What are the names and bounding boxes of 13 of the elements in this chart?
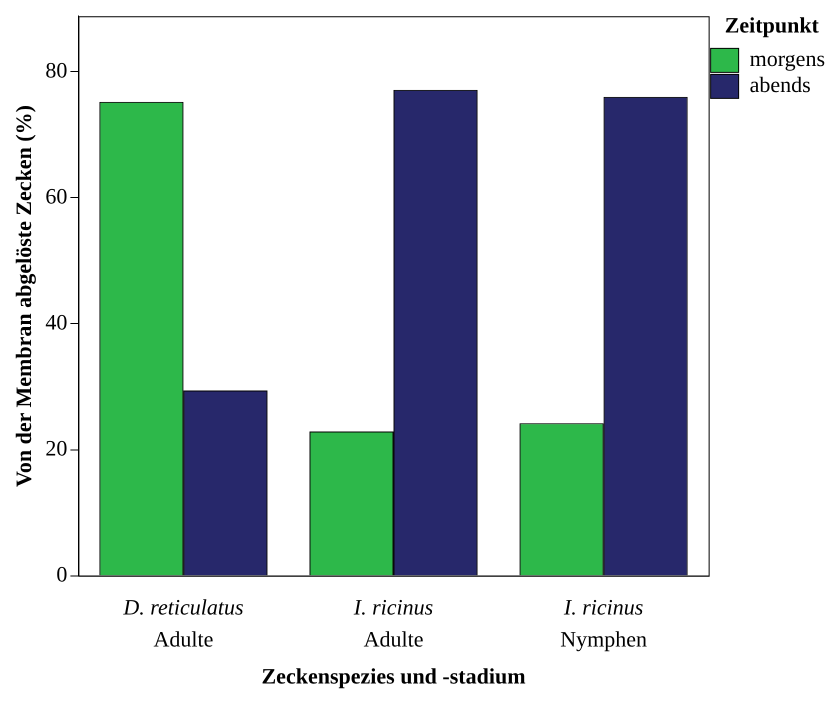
x-tick-label: I. ricinus Adulte <box>352 594 434 652</box>
legend-label: abends <box>750 72 811 98</box>
x-tick-label: I. ricinus Nymphen <box>560 594 647 652</box>
y-tick-label: 80 <box>45 57 68 82</box>
x-tick-label: D. reticulatus Adulte <box>122 594 244 652</box>
y-tick-label: 60 <box>45 183 68 208</box>
y-axis-title: Von der Membran abgelöste Zecken (%) <box>10 105 36 487</box>
y-tick-label: 0 <box>56 562 68 587</box>
legend-label: morgens <box>750 46 826 72</box>
y-tick-label: 20 <box>45 436 68 461</box>
x-axis-title: Zeckenspezies und -stadium <box>261 663 526 688</box>
legend-title: Zeitpunkt <box>724 12 820 38</box>
y-tick-label: 40 <box>45 310 68 335</box>
